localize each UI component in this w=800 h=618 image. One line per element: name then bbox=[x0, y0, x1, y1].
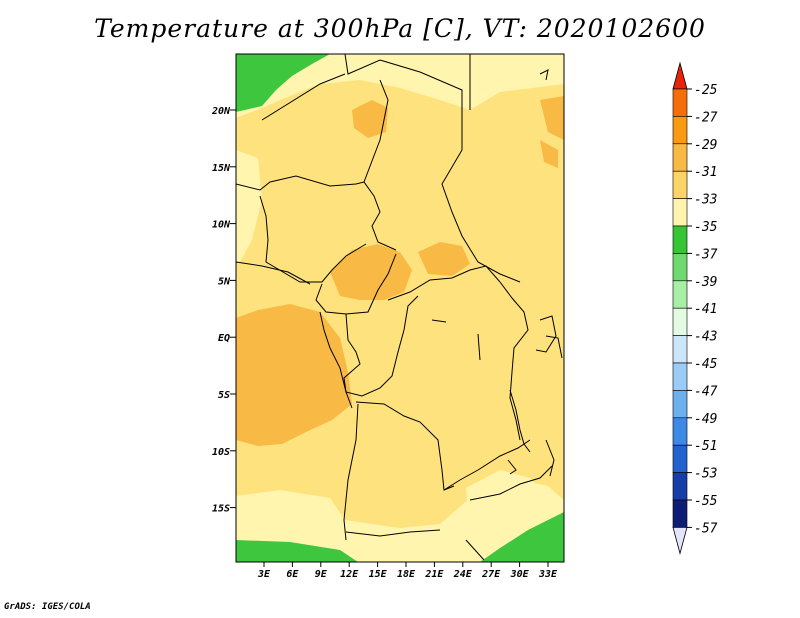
lat-label: 15N bbox=[212, 163, 231, 174]
colorbar-swatch bbox=[672, 417, 688, 446]
colorbar-label: -45 bbox=[694, 357, 718, 372]
colorbar-swatch bbox=[672, 444, 688, 473]
colorbar-swatch bbox=[672, 225, 688, 254]
lat-label: EQ bbox=[218, 333, 230, 344]
lat-label: 10N bbox=[212, 220, 231, 231]
colorbar-swatch bbox=[672, 335, 688, 364]
colorbar-swatch bbox=[672, 307, 688, 336]
colorbar-label: -55 bbox=[694, 494, 718, 509]
credit-text: GrADS: IGES/COLA bbox=[4, 602, 91, 612]
colorbar-label: -51 bbox=[694, 439, 717, 454]
colorbar-bottom-arrow bbox=[672, 527, 688, 555]
field-green-sw bbox=[236, 540, 358, 562]
field-orange-north bbox=[352, 100, 388, 138]
lon-label: 18E bbox=[397, 569, 416, 580]
colorbar-swatch bbox=[672, 472, 688, 501]
colorbar-swatch bbox=[672, 390, 688, 419]
colorbar-swatch bbox=[672, 198, 688, 227]
colorbar-label: -39 bbox=[694, 275, 717, 290]
colorbar-swatch bbox=[672, 253, 688, 282]
colorbar-swatch bbox=[672, 143, 688, 172]
lat-axis: 20N 15N 10N 5N EQ 5S 10S 15S bbox=[211, 106, 236, 515]
field-orange-east bbox=[540, 140, 558, 168]
lat-label: 5S bbox=[218, 390, 230, 401]
colorbar-label: -29 bbox=[694, 138, 717, 153]
field-pale-southeast bbox=[466, 470, 552, 530]
lon-label: 9E bbox=[315, 569, 328, 580]
lon-label: 15E bbox=[369, 569, 388, 580]
colorbar-swatch bbox=[672, 116, 688, 145]
lon-label: 12E bbox=[340, 569, 359, 580]
lon-label: 24E bbox=[453, 569, 473, 580]
colorbar-label: -37 bbox=[694, 247, 718, 262]
colorbar-swatch bbox=[672, 362, 688, 391]
colorbar-label: -43 bbox=[694, 330, 717, 345]
colorbar-label: -49 bbox=[694, 412, 717, 427]
lat-label: 15S bbox=[212, 504, 230, 515]
colorbar-label: -47 bbox=[694, 384, 718, 399]
colorbar-top-arrow bbox=[672, 61, 688, 90]
field-green-nw bbox=[236, 54, 330, 112]
field-pale-north bbox=[236, 54, 564, 118]
lon-axis: 3E 6E 9E 12E 15E 18E 21E 24E 27E 30E 33E bbox=[257, 562, 558, 580]
chart-title: Temperature at 300hPa [C], VT: 202010260… bbox=[94, 14, 706, 43]
lon-label: 33E bbox=[538, 569, 558, 580]
colorbar-swatch bbox=[672, 499, 688, 528]
colorbar-label: -57 bbox=[694, 521, 718, 536]
lat-label: 5N bbox=[218, 276, 231, 287]
lon-label: 21E bbox=[424, 569, 444, 580]
colorbar-label: -31 bbox=[694, 165, 717, 180]
field-pale-west-coast bbox=[236, 150, 262, 262]
colorbar-swatch bbox=[672, 280, 688, 309]
colorbar-label: -27 bbox=[694, 110, 718, 125]
field-orange-central bbox=[330, 244, 412, 300]
lon-label: 6E bbox=[286, 569, 299, 580]
colorbar-swatch bbox=[672, 170, 688, 199]
colorbar-label: -41 bbox=[694, 302, 717, 317]
lon-label: 27E bbox=[481, 569, 501, 580]
plot-frame bbox=[235, 53, 565, 563]
colorbar: -25 -27 -29 -31 -33 -35 -37 -39 -41 -43 -45 -47 -49 -… bbox=[672, 61, 718, 555]
lon-label: 30E bbox=[510, 569, 530, 580]
lat-label: 10S bbox=[212, 447, 230, 458]
field-orange-west bbox=[236, 304, 352, 446]
borders bbox=[236, 54, 563, 561]
colorbar-swatch bbox=[672, 88, 688, 117]
temperature-map bbox=[236, 54, 564, 562]
field-orange-mid bbox=[418, 242, 470, 276]
colorbar-label: -53 bbox=[694, 467, 717, 482]
colorbar-label: -35 bbox=[694, 220, 718, 235]
colorbar-label: -33 bbox=[694, 193, 717, 208]
lon-label: 3E bbox=[257, 569, 271, 580]
colorbar-label: -25 bbox=[694, 83, 718, 98]
field-green-se bbox=[480, 512, 564, 562]
field-orange-ne bbox=[540, 96, 564, 140]
lat-label: 20N bbox=[211, 106, 231, 117]
